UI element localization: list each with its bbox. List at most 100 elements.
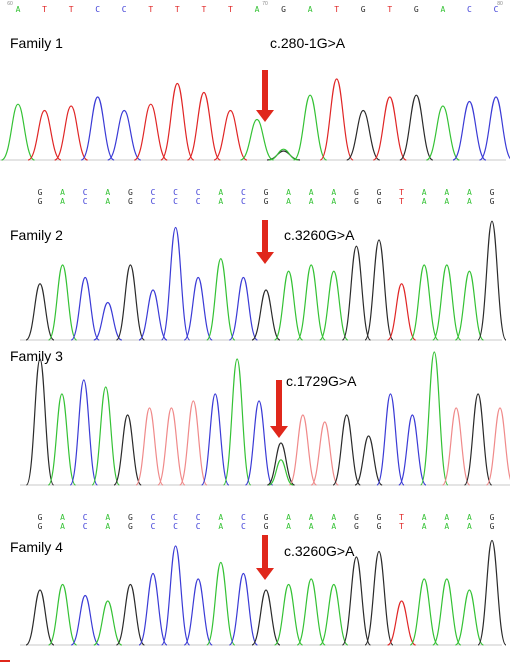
mutation-label: c.3260G>A [284,543,355,559]
sequence-base: G [490,197,495,206]
sequence-base: G [38,197,43,206]
sequence-base: G [490,188,495,197]
trace-peak [133,103,168,161]
sequence-base: A [60,188,65,197]
family-label: Family 4 [10,539,63,555]
sequence-base: C [241,188,246,197]
secondary-peak [268,148,299,161]
sequence-base: C [173,188,178,197]
trace-peak [372,96,407,161]
trace-peak [478,96,510,161]
trace-peak [161,226,191,341]
sequence-base: G [377,197,382,206]
sequence-base: C [151,188,156,197]
trace-peak [332,414,361,486]
ruler-base: C [467,5,472,14]
sequence-base: A [105,188,110,197]
trace-peak [485,407,510,486]
trace-peak [364,550,394,646]
trace-peak [70,594,100,646]
sequence-base: G [377,188,382,197]
sequence-base: C [173,513,178,522]
trace-peak [157,407,186,486]
trace-peak [213,109,248,161]
sequence-base: G [128,513,133,522]
sequence-base: T [399,513,404,522]
sequence-base: A [422,197,427,206]
trace-peak [274,583,304,646]
sequence-base: G [38,188,43,197]
sequence-base: A [105,513,110,522]
sequence-base: A [309,513,314,522]
sequence-base: G [490,522,495,531]
sequence-base: G [128,197,133,206]
ruler-base: G [361,5,366,14]
sequence-base: C [196,522,201,531]
trace-peak [310,421,339,486]
sequence-base: C [196,513,201,522]
sequence-base: A [218,513,223,522]
ruler-base: T [201,5,206,14]
ruler-base: T [175,5,180,14]
trace-peak [288,414,318,486]
trace-peak [54,105,88,161]
sequence-base: A [467,197,472,206]
family-label: Family 3 [10,348,63,364]
trace-peak [1,103,35,161]
sequence-base: C [83,197,88,206]
sequence-base: A [286,513,291,522]
sequence-base: A [467,522,472,531]
trace-peak [398,414,427,486]
sequence-base: A [218,522,223,531]
sequence-base: A [444,197,449,206]
sequence-base: G [38,513,43,522]
chromatogram-panel-family-2: Family 2 c.3260G>A [10,220,507,341]
sequence-base: G [490,513,495,522]
trace-peak [135,407,164,486]
trace-peak [93,600,123,646]
ruler-base: A [440,5,445,14]
arrow-shaft [262,220,268,254]
trace-peak [267,442,295,486]
sequence-base: T [399,522,404,531]
sequence-base: G [264,197,269,206]
sequence-base: G [354,188,359,197]
trace-peak [206,258,236,341]
sequence-base: A [309,197,314,206]
sequence-base: A [218,188,223,197]
trace-peak [319,78,354,161]
top-sequence-ruler: A T T C C T T T T A G A T G T G A C C 60 70 80 [7,1,503,14]
trace-peak [115,264,145,341]
trace-peak [69,379,98,486]
trace-peak [48,264,78,341]
sequence-base: A [218,197,223,206]
trace-peak [420,351,449,486]
sequence-base: A [309,522,314,531]
sequence-base: G [264,522,269,531]
sequence-base: G [354,522,359,531]
chromatogram-panel-family-4: Family 4 c.3260G>A [10,535,507,646]
mutation-label: c.1729G>A [286,373,357,389]
trace-peak [93,301,123,341]
trace-peak [138,289,168,341]
trace-peak [454,270,484,341]
trace-peak [274,270,304,341]
sequence-base: T [399,197,404,206]
trace-peak [376,393,405,486]
family-label: Family 2 [10,227,63,243]
trace-peak [107,109,141,161]
sequence-base: C [83,513,88,522]
sequence-base: A [309,188,314,197]
ruler-base: T [334,5,339,14]
trace-peak [113,414,142,486]
sequence-row: GGAACCAAGGCCCCCCAACCGGAAAAAAGGGGTTAAAAAA… [38,188,495,206]
trace-peak [228,572,258,646]
arrow-head [256,252,274,264]
ruler-tick: 60 [7,1,13,7]
sequence-base: C [241,513,246,522]
sequence-base: A [331,197,336,206]
trace-peak [25,283,55,341]
ruler-base: T [42,5,47,14]
ruler-base: A [16,5,21,14]
sequence-base: A [286,197,291,206]
